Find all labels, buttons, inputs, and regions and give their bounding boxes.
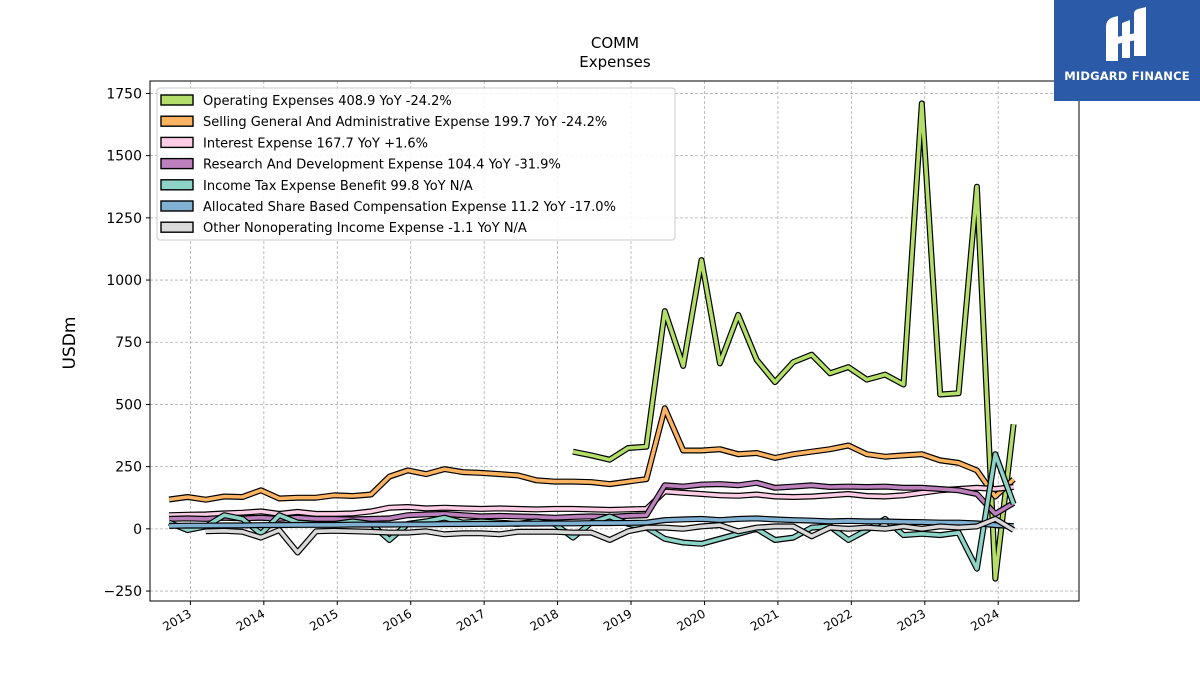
y-tick-label: 250 bbox=[115, 460, 142, 476]
legend-label: Operating Expenses 408.9 YoY -24.2% bbox=[203, 94, 452, 109]
legend-box bbox=[156, 87, 676, 241]
legend-swatch bbox=[160, 179, 194, 191]
legend-swatch bbox=[160, 200, 194, 212]
brand-logo: MIDGARD FINANCE bbox=[1054, 0, 1200, 101]
series-line bbox=[169, 480, 1015, 522]
series-line bbox=[169, 485, 1014, 517]
x-axis-ticks: 2013 2014 2015 2016 2017 2018 2019 2020 2021 2022… bbox=[160, 601, 1002, 634]
series-line bbox=[168, 406, 1015, 502]
y-tick-label: 0 bbox=[133, 522, 142, 538]
x-tick-label: 2020 bbox=[675, 606, 708, 633]
legend-label: Interest Expense 167.7 YoY +1.6% bbox=[203, 136, 428, 151]
legend-label: Selling General And Administrative Expen… bbox=[203, 115, 607, 130]
x-tick-label: 2023 bbox=[895, 606, 928, 633]
x-tick-label: 2017 bbox=[454, 606, 487, 633]
logo-text: MIDGARD FINANCE bbox=[1064, 69, 1190, 83]
legend-label: Other Nonoperating Income Expense -1.1 Y… bbox=[203, 221, 527, 236]
series-line bbox=[572, 101, 1016, 581]
x-tick-label: 2014 bbox=[234, 606, 267, 633]
legend-swatch bbox=[160, 221, 194, 233]
chart-title: COMM bbox=[591, 34, 639, 52]
y-tick-label: 1500 bbox=[106, 149, 142, 165]
legend-swatch bbox=[160, 157, 194, 170]
y-tick-label: 750 bbox=[115, 335, 142, 351]
series-line bbox=[169, 516, 1014, 528]
legend-label: Income Tax Expense Benefit 99.8 YoY N/A bbox=[203, 179, 473, 194]
legend: Operating Expenses 408.9 YoY -24.2% Selli… bbox=[156, 87, 676, 241]
x-tick-label: 2022 bbox=[821, 606, 854, 633]
x-tick-label: 2024 bbox=[968, 606, 1001, 633]
x-tick-label: 2019 bbox=[601, 606, 634, 633]
y-tick-label: 1250 bbox=[106, 211, 142, 227]
legend-swatch bbox=[160, 136, 194, 149]
legend-swatch bbox=[160, 115, 194, 127]
chart-subtitle: Expenses bbox=[579, 53, 651, 71]
x-tick-label: 2018 bbox=[528, 606, 561, 633]
x-tick-label: 2021 bbox=[748, 606, 781, 633]
legend-swatch bbox=[160, 94, 194, 106]
y-tick-label: 1000 bbox=[106, 273, 142, 289]
y-tick-label: −250 bbox=[104, 584, 142, 600]
x-tick-label: 2013 bbox=[160, 606, 193, 633]
plot-frame bbox=[149, 80, 1080, 602]
y-axis-label: USDm bbox=[60, 317, 80, 370]
legend-label: Research And Development Expense 104.4 Y… bbox=[203, 158, 561, 173]
logo-mark-icon bbox=[1106, 7, 1146, 61]
y-axis-ticks: −250 0 250 500 750 1000 1250 1500 1750 bbox=[104, 86, 150, 600]
series-line bbox=[205, 517, 1015, 555]
x-tick-label: 2016 bbox=[381, 606, 414, 633]
series-lines bbox=[167, 100, 1017, 582]
legend-label: Allocated Share Based Compensation Expen… bbox=[203, 200, 616, 215]
y-tick-label: 1750 bbox=[106, 86, 142, 102]
y-tick-label: 500 bbox=[115, 397, 142, 413]
x-tick-label: 2015 bbox=[307, 606, 340, 633]
